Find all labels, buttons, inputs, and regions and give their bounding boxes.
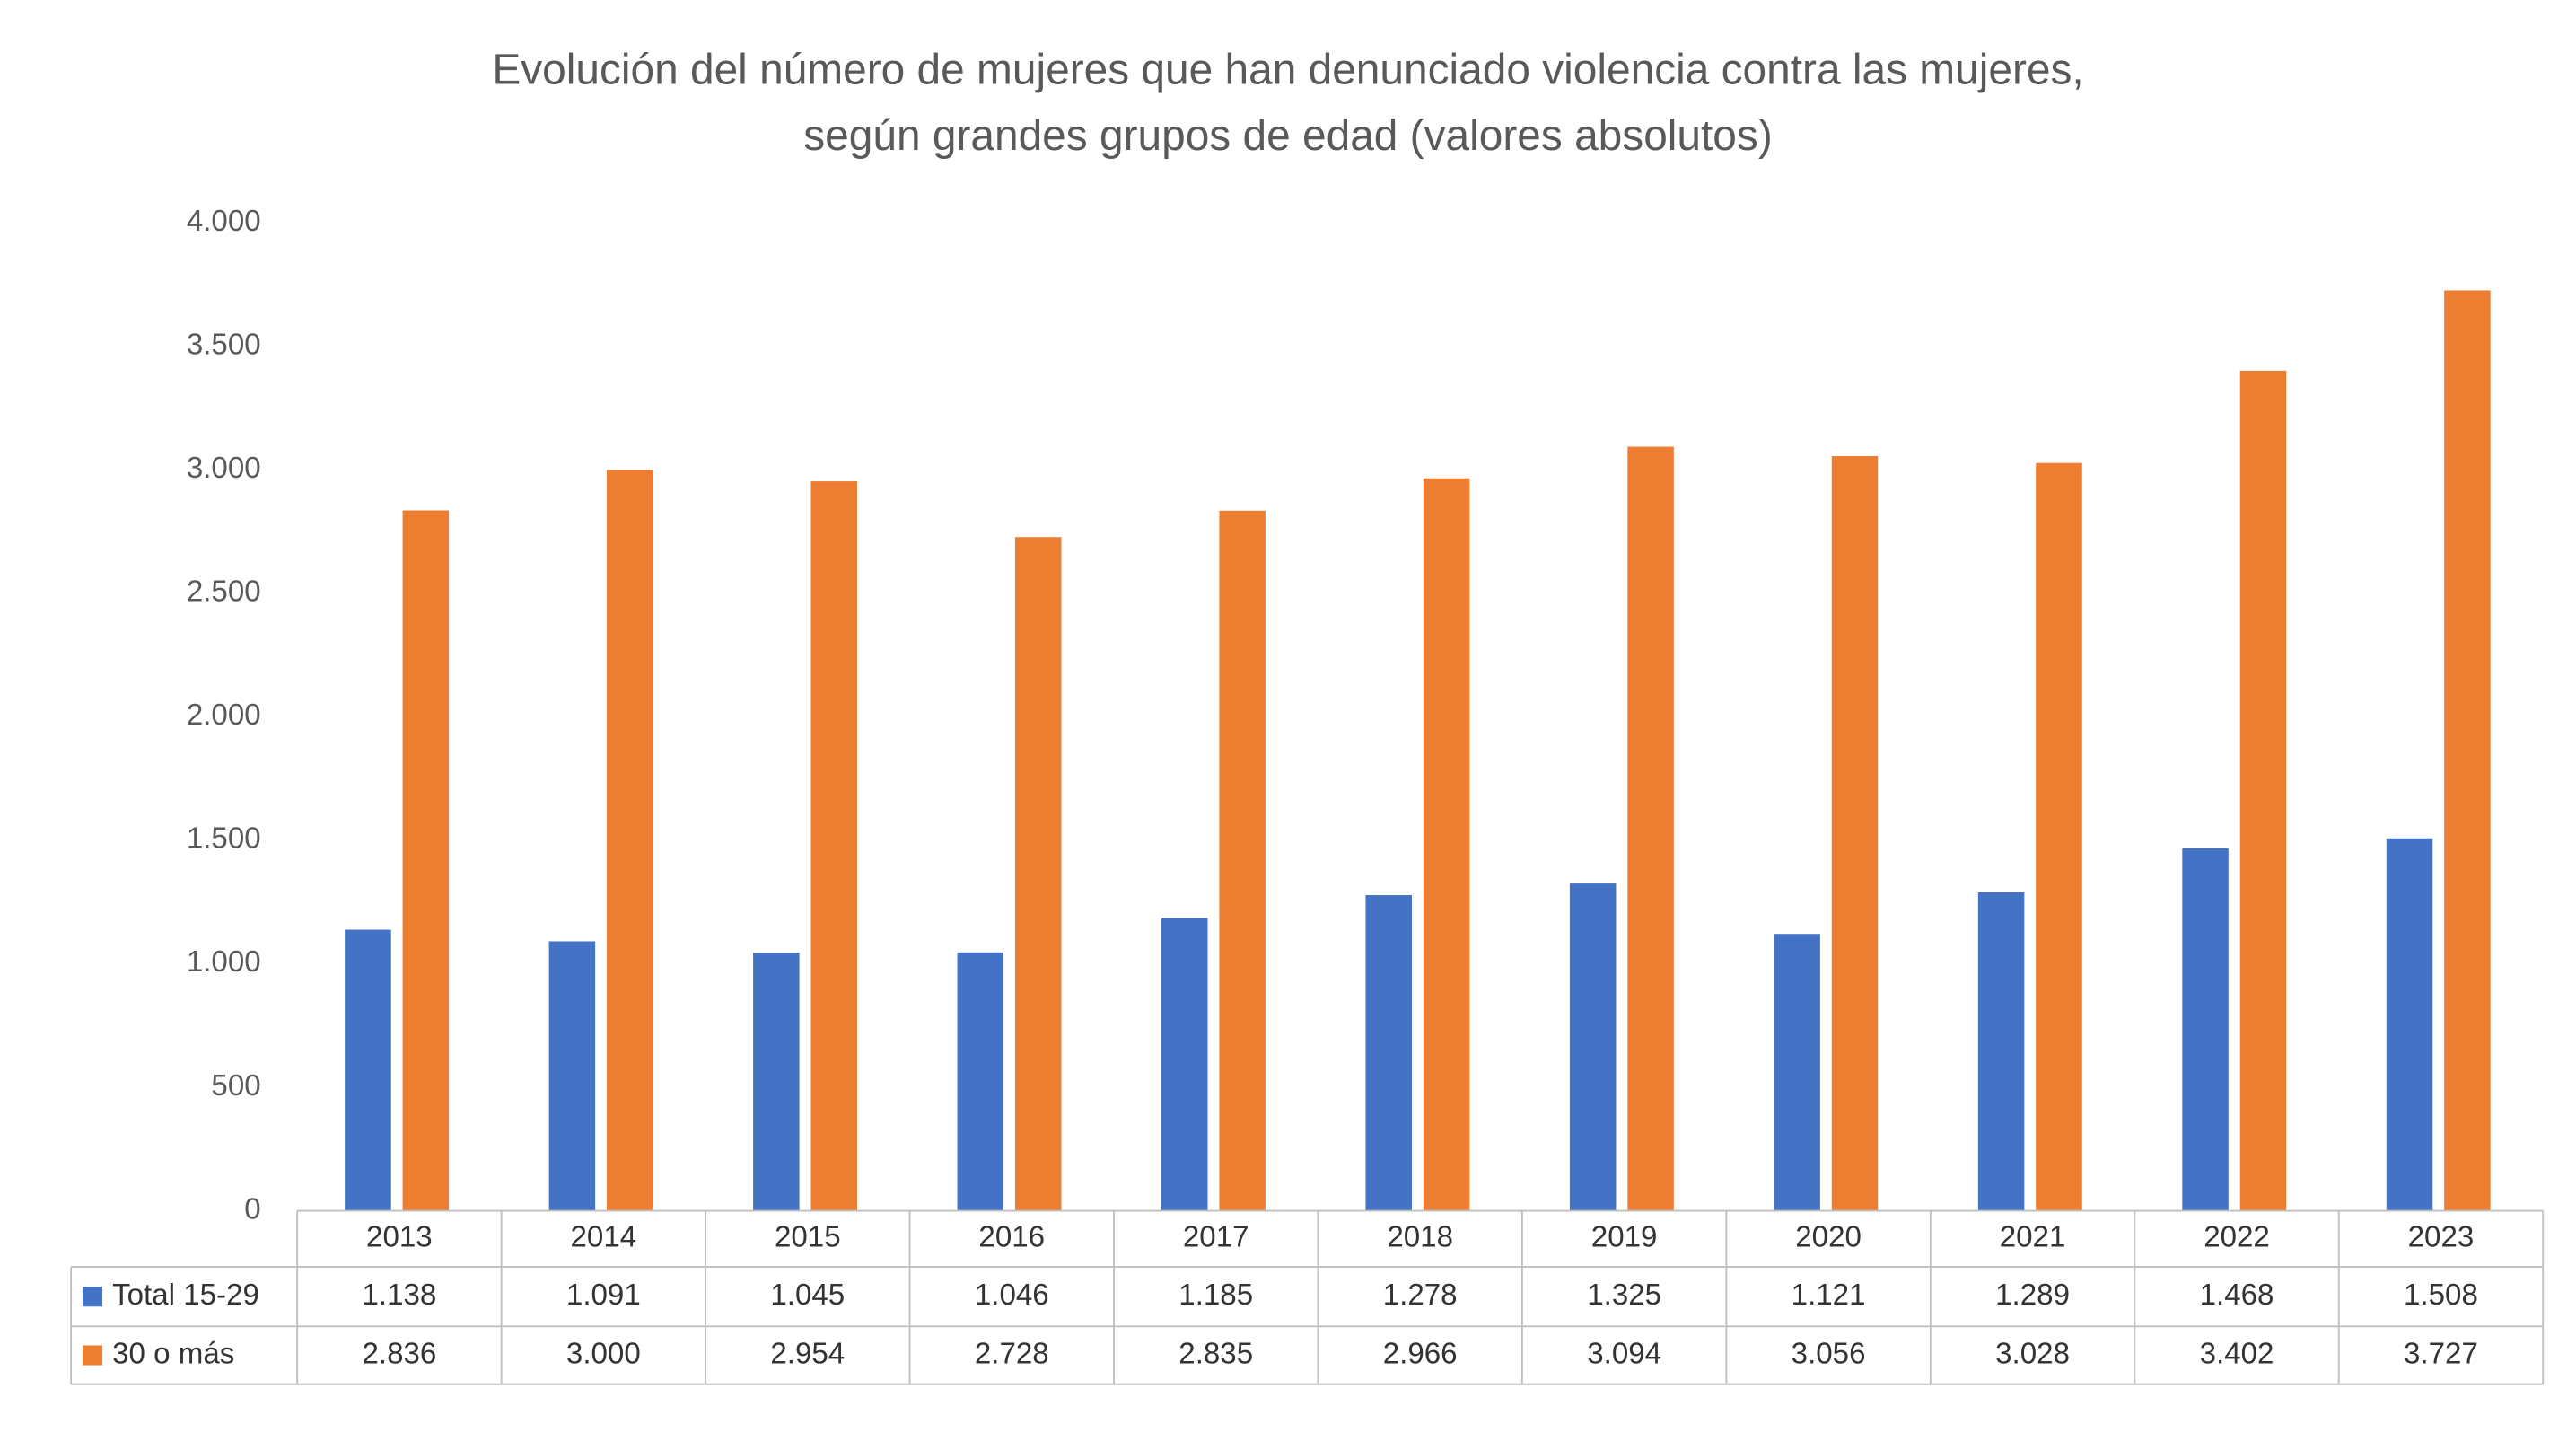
table-value: 1.091 bbox=[566, 1278, 641, 1312]
bar bbox=[607, 470, 653, 1211]
bar bbox=[2386, 838, 2433, 1211]
y-tick-label: 1.000 bbox=[187, 945, 261, 979]
bar bbox=[2444, 290, 2491, 1211]
chart-title: según grandes grupos de edad (valores ab… bbox=[803, 112, 1773, 160]
table-value: 1.185 bbox=[1178, 1278, 1253, 1312]
table-value: 1.278 bbox=[1383, 1278, 1458, 1312]
x-tick-label: 2020 bbox=[1795, 1221, 1862, 1254]
table-value: 3.000 bbox=[566, 1337, 641, 1370]
x-tick-label: 2016 bbox=[978, 1221, 1045, 1254]
table-value: 1.138 bbox=[362, 1278, 436, 1312]
y-tick-label: 3.000 bbox=[187, 452, 261, 485]
x-tick-label: 2017 bbox=[1183, 1221, 1249, 1254]
bar bbox=[2036, 462, 2082, 1211]
bar bbox=[753, 953, 800, 1211]
chart-title: Evolución del número de mujeres que han … bbox=[492, 47, 2083, 94]
y-tick-label: 4.000 bbox=[187, 205, 261, 238]
table-value: 3.727 bbox=[2404, 1337, 2478, 1370]
y-tick-label: 3.500 bbox=[187, 329, 261, 362]
bar bbox=[1774, 934, 1820, 1211]
table-value: 2.966 bbox=[1383, 1337, 1458, 1370]
y-tick-label: 2.500 bbox=[187, 576, 261, 609]
bar bbox=[548, 941, 596, 1211]
bar bbox=[1569, 883, 1617, 1211]
bar bbox=[1365, 895, 1412, 1211]
legend-swatch bbox=[82, 1345, 103, 1366]
x-tick-label: 2018 bbox=[1387, 1221, 1453, 1254]
x-tick-label: 2014 bbox=[571, 1221, 637, 1254]
table-value: 1.121 bbox=[1792, 1278, 1866, 1312]
bar bbox=[1423, 478, 1470, 1211]
bar bbox=[957, 952, 1004, 1211]
bar bbox=[1831, 456, 1879, 1211]
table-value: 2.728 bbox=[975, 1337, 1049, 1370]
table-value: 1.045 bbox=[770, 1278, 845, 1312]
x-tick-label: 2015 bbox=[775, 1221, 841, 1254]
legend-swatch bbox=[82, 1287, 103, 1307]
table-value: 1.325 bbox=[1587, 1278, 1661, 1312]
x-tick-label: 2022 bbox=[2204, 1221, 2270, 1254]
x-tick-label: 2019 bbox=[1591, 1221, 1658, 1254]
table-value: 1.468 bbox=[2200, 1278, 2274, 1312]
bar bbox=[1977, 892, 2025, 1211]
bar bbox=[810, 481, 857, 1211]
x-tick-label: 2013 bbox=[366, 1221, 433, 1254]
bar bbox=[1627, 446, 1674, 1211]
table-value: 2.954 bbox=[770, 1337, 845, 1370]
table-value: 3.094 bbox=[1587, 1337, 1661, 1370]
table-value: 3.028 bbox=[1995, 1337, 2070, 1370]
table-value: 1.046 bbox=[975, 1278, 1049, 1312]
y-tick-label: 500 bbox=[211, 1069, 260, 1103]
y-tick-label: 2.000 bbox=[187, 699, 261, 732]
table-value: 1.289 bbox=[1995, 1278, 2070, 1312]
bar bbox=[1014, 537, 1062, 1211]
table-value: 1.508 bbox=[2404, 1278, 2478, 1312]
table-value: 3.402 bbox=[2200, 1337, 2274, 1370]
bar bbox=[1161, 918, 1208, 1211]
y-tick-label: 0 bbox=[244, 1192, 260, 1226]
table-value: 2.836 bbox=[362, 1337, 436, 1370]
legend-label: 30 o más bbox=[112, 1337, 234, 1370]
bar bbox=[402, 510, 450, 1211]
table-value: 3.056 bbox=[1792, 1337, 1866, 1370]
y-tick-label: 1.500 bbox=[187, 822, 261, 856]
legend-label: Total 15-29 bbox=[112, 1278, 259, 1312]
x-tick-label: 2021 bbox=[2000, 1221, 2066, 1254]
bar bbox=[2182, 848, 2229, 1211]
table-value: 2.835 bbox=[1178, 1337, 1253, 1370]
bar bbox=[2239, 370, 2287, 1211]
bar bbox=[1219, 510, 1266, 1211]
x-tick-label: 2023 bbox=[2408, 1221, 2475, 1254]
bar bbox=[345, 929, 391, 1211]
